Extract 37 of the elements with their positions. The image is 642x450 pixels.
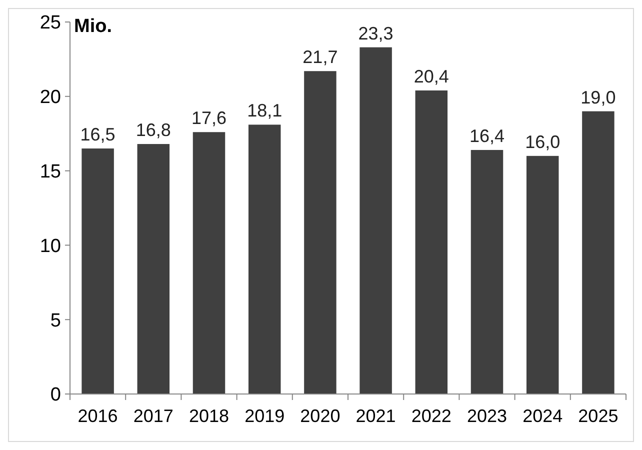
data-label: 16,0: [525, 132, 560, 152]
x-tick-label: 2023: [466, 406, 508, 426]
bar: [137, 144, 170, 394]
x-tick-label: 2024: [522, 406, 563, 426]
bar: [415, 90, 448, 394]
y-tick-label: 5: [50, 310, 61, 332]
data-label: 16,5: [80, 124, 116, 144]
x-tick-label: 2025: [578, 406, 618, 426]
data-label: 20,4: [414, 66, 449, 86]
data-label: 18,1: [247, 100, 282, 121]
x-tick-label: 2021: [356, 406, 396, 426]
x-tick-label: 2022: [411, 406, 452, 426]
y-tick-label: 0: [50, 384, 61, 406]
data-label: 21,7: [302, 47, 338, 68]
x-tick-label: 2017: [133, 406, 174, 426]
bar: [470, 150, 504, 394]
y-tick-label: 10: [40, 236, 61, 257]
x-tick-label: 2019: [244, 406, 285, 426]
data-label: 16,8: [136, 120, 171, 140]
bar: [360, 47, 392, 394]
data-label: 16,4: [469, 126, 505, 146]
data-label: 17,6: [191, 108, 227, 128]
y-tick-label: 25: [40, 12, 61, 34]
y-tick-label: 20: [40, 87, 61, 108]
y-axis-title: Mio.: [74, 16, 112, 37]
x-tick-label: 2018: [188, 406, 230, 426]
bar: [82, 148, 114, 394]
bar: [526, 156, 559, 394]
data-label: 19,0: [580, 87, 616, 108]
bar: [582, 111, 614, 394]
bar: [248, 124, 281, 394]
bar: [304, 71, 336, 394]
x-tick-label: 2016: [78, 406, 118, 426]
y-tick-label: 15: [40, 161, 61, 182]
bar: [192, 132, 226, 394]
x-tick-label: 2020: [300, 406, 340, 426]
data-label: 23,3: [358, 23, 394, 44]
